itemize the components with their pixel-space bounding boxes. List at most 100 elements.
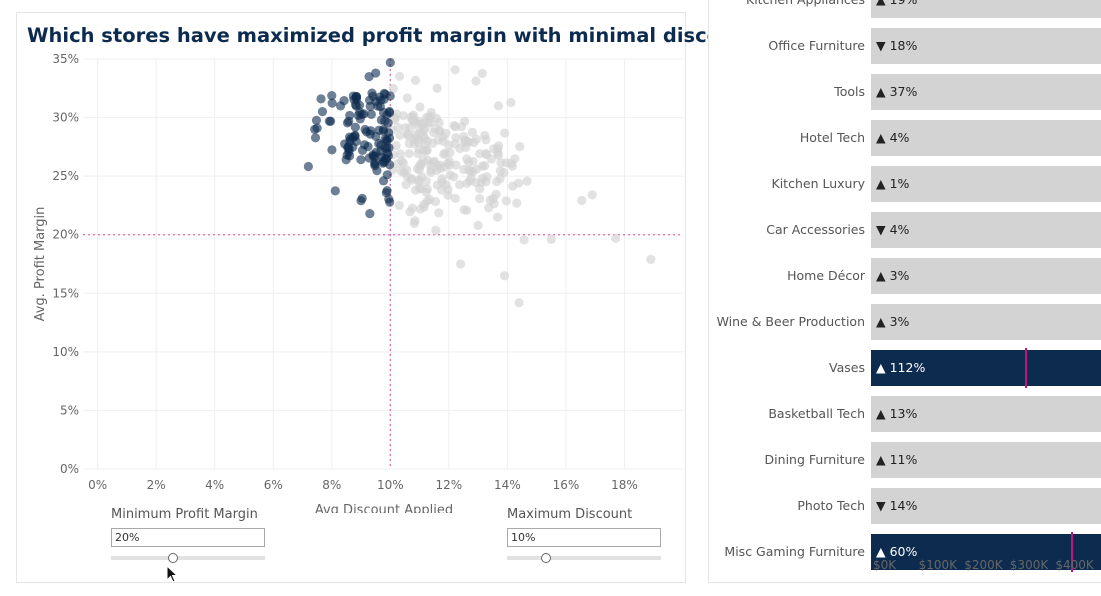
scatter-point[interactable] [429,127,439,138]
max-discount-slider[interactable] [507,553,661,563]
scatter-point-selected[interactable] [379,94,389,104]
scatter-point[interactable] [467,127,477,137]
min-profit-input[interactable] [111,528,265,547]
scatter-point-selected[interactable] [378,126,389,136]
scatter-point[interactable] [475,184,485,194]
scatter-point[interactable] [512,198,522,208]
scatter-point[interactable] [395,130,405,140]
scatter-point[interactable] [449,172,459,182]
scatter-point[interactable] [459,205,469,215]
scatter-point[interactable] [438,136,448,146]
scatter-point[interactable] [410,216,420,226]
scatter-point[interactable] [473,220,483,230]
scatter-point[interactable] [450,193,460,204]
scatter-point-selected[interactable] [351,136,361,147]
scatter-point[interactable] [406,175,417,185]
scatter-point[interactable] [501,196,511,206]
scatter-point-selected[interactable] [317,107,328,117]
scatter-point[interactable] [514,178,524,188]
category-bar[interactable]: ▲ 13% [871,396,1101,432]
category-row[interactable]: Wine & Beer Production ▲ 3% [709,304,1101,340]
scatter-point[interactable] [405,207,415,217]
scatter-point[interactable] [507,161,518,171]
scatter-point[interactable] [510,154,520,164]
scatter-point[interactable] [408,112,418,122]
category-row[interactable]: Kitchen Luxury ▲ 1% [709,166,1101,202]
scatter-point-selected[interactable] [343,142,353,152]
scatter-point[interactable] [431,225,441,235]
scatter-point[interactable] [403,131,413,141]
scatter-point-selected[interactable] [345,110,355,121]
category-row[interactable]: Tools ▲ 37% [709,74,1101,110]
scatter-point[interactable] [398,111,409,121]
scatter-point-selected[interactable] [371,147,381,157]
scatter-point-selected[interactable] [380,116,390,126]
category-row[interactable]: Hotel Tech ▲ 4% [709,120,1101,156]
category-bar[interactable]: ▲ 3% [871,258,1101,294]
scatter-point-selected[interactable] [371,68,381,78]
scatter-point[interactable] [394,200,404,211]
scatter-point-selected[interactable] [365,129,375,139]
scatter-point[interactable] [587,190,597,200]
scatter-point-selected[interactable] [330,186,340,196]
category-row[interactable]: Kitchen Appliances ▲ 19% [709,0,1101,18]
category-bar[interactable]: ▼ 18% [871,28,1101,64]
scatter-point[interactable] [471,164,481,174]
scatter-point[interactable] [414,135,424,145]
scatter-point[interactable] [432,83,442,93]
scatter-point[interactable] [404,148,414,159]
scatter-point[interactable] [460,116,470,126]
scatter-point[interactable] [416,159,426,169]
scatter-point[interactable] [611,233,621,243]
scatter-point[interactable] [480,161,490,171]
scatter-point[interactable] [418,118,428,128]
scatter-point[interactable] [577,195,587,206]
scatter-point[interactable] [499,271,510,281]
scatter-point[interactable] [423,155,433,166]
scatter-point-selected[interactable] [365,209,375,219]
scatter-point[interactable] [434,208,444,218]
scatter-point[interactable] [519,235,529,245]
category-row[interactable]: Basketball Tech ▲ 13% [709,396,1101,432]
category-bar[interactable]: ▲ 37% [871,74,1101,110]
category-row[interactable]: Office Furniture ▼ 18% [709,28,1101,64]
scatter-point[interactable] [437,185,447,195]
scatter-point[interactable] [421,176,432,186]
scatter-point-selected[interactable] [380,143,390,153]
scatter-point-selected[interactable] [355,107,365,117]
scatter-point[interactable] [402,93,412,103]
scatter-point-selected[interactable] [310,133,321,143]
scatter-point-selected[interactable] [385,197,395,207]
scatter-point[interactable] [481,150,492,160]
scatter-point-selected[interactable] [381,188,391,198]
scatter-point[interactable] [469,137,479,148]
scatter-point-selected[interactable] [379,157,389,167]
scatter-point[interactable] [471,76,481,86]
scatter-point-selected[interactable] [316,94,326,104]
category-bar[interactable]: ▲ 60% [871,532,1101,572]
scatter-point-selected[interactable] [312,123,322,133]
scatter-point[interactable] [646,254,656,264]
scatter-point[interactable] [419,126,429,136]
category-bar[interactable]: ▲ 4% [871,120,1101,156]
category-row[interactable]: Photo Tech ▼ 14% [709,488,1101,524]
scatter-point[interactable] [432,165,442,175]
scatter-point[interactable] [399,167,409,178]
scatter-point-selected[interactable] [327,98,337,108]
scatter-point-selected[interactable] [356,155,366,165]
scatter-point[interactable] [462,154,472,164]
scatter-point[interactable] [522,176,532,186]
category-bar[interactable]: ▼ 4% [871,212,1101,248]
scatter-point[interactable] [496,158,506,168]
scatter-point[interactable] [489,199,499,209]
category-bar[interactable]: ▲ 11% [871,442,1101,478]
scatter-point[interactable] [414,183,424,194]
scatter-point-selected[interactable] [345,132,355,142]
category-bar[interactable]: ▲ 1% [871,166,1101,202]
scatter-point[interactable] [506,97,516,108]
scatter-point-selected[interactable] [372,166,382,176]
scatter-point[interactable] [492,176,502,187]
scatter-point-selected[interactable] [375,102,385,112]
scatter-point[interactable] [461,142,471,152]
scatter-point-selected[interactable] [366,109,376,119]
